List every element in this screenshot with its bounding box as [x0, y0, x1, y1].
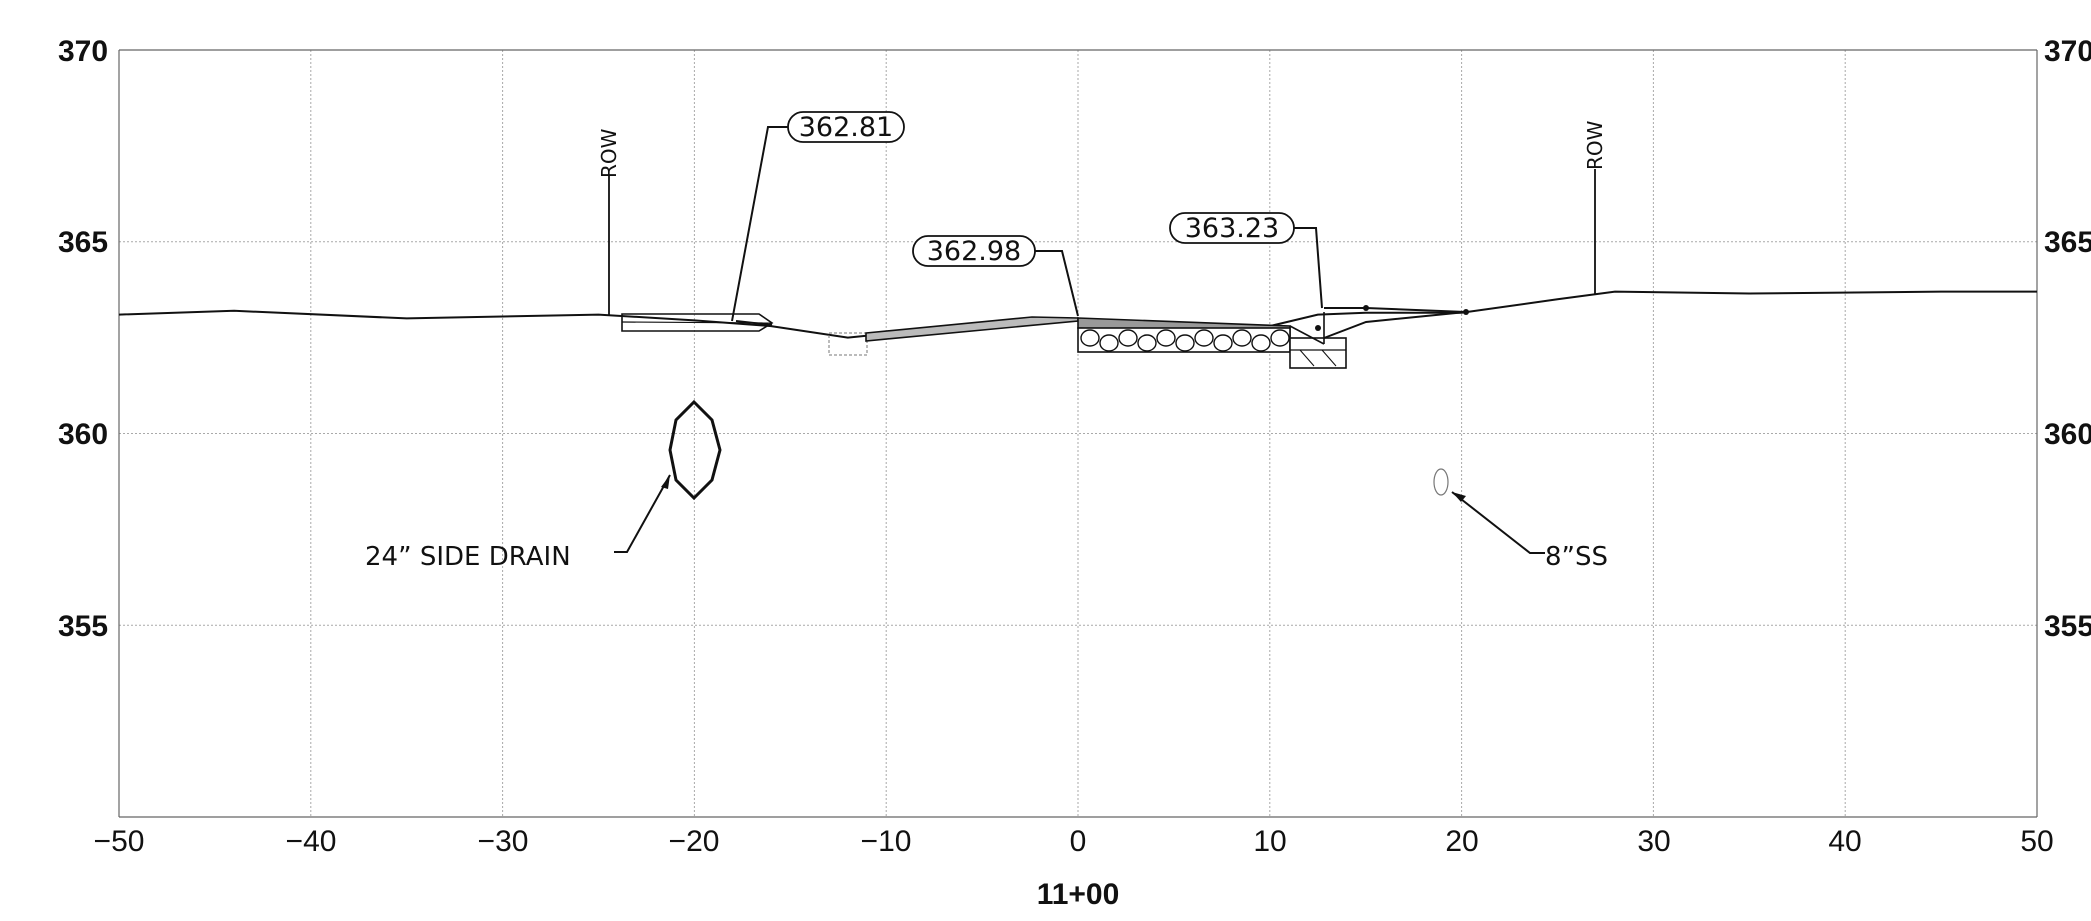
x-tick-label: 30 [1637, 825, 1670, 858]
sewer-label: 8”SS [1545, 542, 1608, 572]
aggregate-stone [1213, 334, 1233, 352]
sewer-leader [1451, 491, 1545, 554]
elevation-callout-text: 363.23 [1185, 213, 1279, 244]
x-tick-label: 40 [1828, 825, 1861, 858]
x-tick-label: −10 [861, 825, 912, 858]
aggregate-stone [1251, 334, 1271, 352]
y-tick-label-right: 360 [2044, 418, 2091, 451]
elevation-callout: 362.98 [912, 235, 1079, 317]
aggregate-stone [1137, 334, 1157, 352]
aggregate-stone [1175, 334, 1195, 352]
x-tick-label: −20 [669, 825, 720, 858]
aggregate-stone [1118, 329, 1138, 347]
y-tick-label-right: 370 [2044, 35, 2091, 68]
sanitary-sewer-pipe [1433, 468, 1449, 496]
y-tick-label-right: 365 [2044, 226, 2091, 259]
right-pavement-section [1077, 312, 1347, 369]
elevation-callout-text: 362.81 [799, 112, 893, 143]
elevation-callout-text: 362.98 [927, 236, 1021, 267]
station-label: 11+00 [1037, 878, 1120, 911]
y-tick-label-left: 355 [58, 610, 108, 643]
left-sidewalk-slab [621, 313, 774, 332]
aggregate-stone [1156, 329, 1176, 347]
x-tick-label: −30 [478, 825, 529, 858]
side-drain-pipe [668, 399, 722, 501]
x-tick-label: 0 [1070, 825, 1087, 858]
y-tick-label-left: 365 [58, 226, 108, 259]
y-tick-label-right: 355 [2044, 610, 2091, 643]
aggregate-stone [1270, 329, 1290, 347]
x-tick-label: 10 [1253, 825, 1286, 858]
row-label-right: ROW [1583, 120, 1607, 170]
row-marker-right: ROW [1583, 120, 1607, 294]
side-drain-label: 24” SIDE DRAIN [365, 542, 571, 572]
aggregate-stone [1232, 329, 1252, 347]
x-tick-label: −50 [94, 825, 145, 858]
elevation-callout: 362.81 [731, 111, 905, 322]
x-tick-label: 20 [1445, 825, 1478, 858]
aggregate-stone [1099, 334, 1119, 352]
x-tick-label: 50 [2020, 825, 2053, 858]
row-label-left: ROW [597, 128, 621, 178]
aggregate-stone [1080, 329, 1100, 347]
y-tick-label-left: 370 [58, 35, 108, 68]
row-marker-left: ROW [597, 128, 621, 315]
y-tick-label-left: 360 [58, 418, 108, 451]
x-tick-label: −40 [286, 825, 337, 858]
aggregate-base-stones [1080, 329, 1290, 352]
side-drain-leader [614, 474, 671, 553]
elevation-callout: 363.23 [1169, 212, 1323, 309]
aggregate-stone [1194, 329, 1214, 347]
